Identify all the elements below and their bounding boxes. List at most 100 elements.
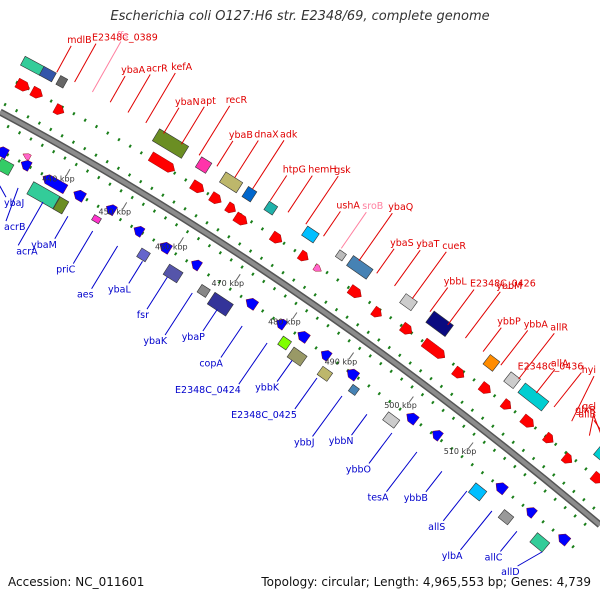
gene-leader-ybaA <box>109 75 126 103</box>
reverse-gene-arrow-14 <box>432 430 444 442</box>
gene-leader-kefA <box>145 72 176 124</box>
gene-leader-ybbO <box>368 432 393 464</box>
gene-label-ylbA: ylbA <box>442 551 463 562</box>
forward-gene-arrow-1 <box>29 85 43 99</box>
reverse-gene-arrow-15 <box>495 482 509 496</box>
gene-leader-ybbK <box>276 360 293 382</box>
gene-leader-hemH <box>287 175 313 213</box>
feature-block-27 <box>316 365 334 382</box>
forward-gene-arrow-16 <box>499 398 512 410</box>
feature-block-17 <box>0 157 15 176</box>
gene-label-ybaB: ybaB <box>229 130 253 141</box>
gene-leader-adk <box>252 140 285 190</box>
forward-gene-arrow-12 <box>399 321 413 335</box>
gene-label-ffs: ffs <box>117 31 129 42</box>
reverse-gene-arrow-1 <box>20 160 33 172</box>
feature-block-30 <box>467 482 488 502</box>
gene-label-ybaA: ybaA <box>121 65 145 76</box>
gene-leader-copA <box>220 325 243 358</box>
feature-block-19 <box>52 196 70 215</box>
gene-label-ybaL: ybaL <box>108 284 131 295</box>
gene-label-cueR: cueR <box>442 241 466 252</box>
scale-tick-mark-7 <box>467 442 474 450</box>
gene-leader-allA <box>535 368 556 394</box>
forward-gene-arrow-13 <box>420 337 446 359</box>
gene-label-acrR: acrR <box>146 64 168 75</box>
gene-label-ybaN: ybaN <box>175 97 200 108</box>
reverse-gene-arrow-7 <box>191 259 203 272</box>
feature-block-18 <box>26 181 61 210</box>
gene-leader-apt <box>180 106 205 145</box>
gene-leader-E2348C_0436 <box>553 372 582 408</box>
gene-label-ybaJ: ybaJ <box>4 198 24 209</box>
track-dots-1 <box>3 102 600 516</box>
rna-gene-arrow-0 <box>312 263 322 272</box>
gene-label-sroB: sroB <box>362 201 383 212</box>
genome-backbone <box>0 110 600 527</box>
scale-tick-mark-4 <box>291 312 298 320</box>
forward-gene-arrow-8 <box>268 230 283 244</box>
gene-label-acrB: acrB <box>4 222 25 233</box>
gene-label-E2348C_0389: E2348C_0389 <box>92 33 158 44</box>
gene-leader-mdlB <box>56 45 72 73</box>
gene-leader-ybaJ <box>0 185 7 198</box>
forward-gene-arrow-2 <box>52 103 65 115</box>
feature-block-3 <box>151 128 190 159</box>
gene-label-ybaP: ybaP <box>182 332 205 343</box>
feature-block-15 <box>517 382 550 412</box>
feature-block-13 <box>482 354 501 372</box>
forward-gene-arrow-14 <box>451 365 465 379</box>
gene-leader-acrA <box>17 201 44 246</box>
forward-gene-arrow-10 <box>346 284 362 299</box>
reverse-gene-arrow-9 <box>276 318 288 331</box>
forward-gene-arrow-9 <box>296 249 309 262</box>
scale-tick-label-1: 450 kbp <box>99 208 132 217</box>
gene-label-ybbP: ybbP <box>497 317 521 328</box>
forward-gene-arrow-17 <box>519 413 534 428</box>
gene-leader-ybaT <box>394 249 421 287</box>
feature-block-4 <box>194 156 213 174</box>
reverse-gene-arrow-0 <box>0 146 10 160</box>
gene-leader-ybaL <box>128 261 143 284</box>
gene-label-allA: allA <box>551 358 569 369</box>
feature-block-23 <box>196 283 211 298</box>
feature-block-28 <box>347 383 360 396</box>
gene-leader-tesA <box>386 451 418 493</box>
gene-label-htpG: htpG <box>283 165 306 176</box>
scale-tick-mark-2 <box>178 237 184 245</box>
gene-leader-fsr <box>146 276 168 310</box>
gene-label-dnaX: dnaX <box>254 130 279 141</box>
gene-leader-dnaX <box>234 140 259 178</box>
scale-tick-mark-6 <box>408 396 414 404</box>
genome-summary-label: Topology: circular; Length: 4,965,553 bp… <box>261 575 591 589</box>
feature-block-29 <box>382 411 401 429</box>
gene-label-ybbK: ybbK <box>255 383 280 394</box>
feature-block-8 <box>301 225 320 244</box>
feature-block-20 <box>91 214 102 225</box>
gene-leader-E2348C_0426 <box>447 289 475 326</box>
gene-leader-E2348C_0389 <box>74 43 97 83</box>
gene-label-ybaT: ybaT <box>416 239 439 250</box>
gene-label-ybbJ: ybbJ <box>294 437 314 448</box>
gene-leader-allS <box>442 490 468 522</box>
forward-gene-arrow-11 <box>370 305 382 318</box>
gene-label-hyi: hyi <box>582 365 596 376</box>
gene-leader-gsk <box>305 175 339 225</box>
scale-tick-mark-5 <box>348 352 355 360</box>
gene-leader-acrR <box>127 74 151 113</box>
feature-block-26 <box>286 346 308 367</box>
feature-block-1 <box>38 65 57 83</box>
scale-tick-label-5: 490 kbp <box>325 357 358 366</box>
feature-block-32 <box>529 532 551 553</box>
feature-block-25 <box>277 335 292 351</box>
gene-leader-ybbM <box>465 291 501 339</box>
reverse-gene-arrow-17 <box>558 533 572 547</box>
gene-leader-allB <box>593 420 600 430</box>
gene-label-ybaS: ybaS <box>390 238 414 249</box>
gene-leader-ybaN <box>163 107 180 134</box>
feature-block-2 <box>55 75 69 89</box>
gene-leader-priC <box>72 230 94 264</box>
forward-gene-arrow-18 <box>541 431 554 444</box>
rna-gene-arrow-1 <box>22 153 32 161</box>
gene-label-ybbO: ybbO <box>346 464 371 475</box>
